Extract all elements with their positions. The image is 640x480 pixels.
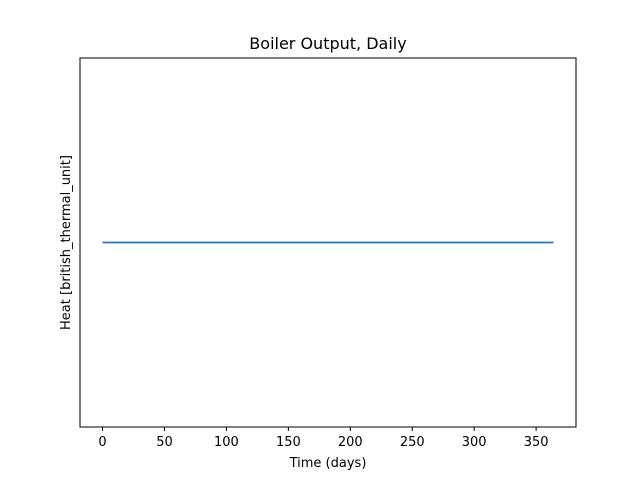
x-tick-label: 50 [156, 435, 173, 450]
x-tick-label: 200 [338, 435, 363, 450]
x-tick-label: 300 [462, 435, 487, 450]
chart-title: Boiler Output, Daily [249, 34, 406, 53]
x-axis-ticks: 0 50 100 150 200 250 300 350 [98, 427, 549, 450]
x-tick-label: 150 [276, 435, 301, 450]
x-tick-label: 0 [98, 435, 106, 450]
y-axis-label: Heat [british_thermal_unit] [59, 155, 74, 330]
x-tick-label: 100 [214, 435, 239, 450]
x-tick-label: 250 [400, 435, 425, 450]
axes-frame [79, 57, 577, 428]
x-tick-label: 350 [524, 435, 549, 450]
plot-area [79, 57, 577, 428]
x-axis-label: Time (days) [289, 456, 367, 471]
